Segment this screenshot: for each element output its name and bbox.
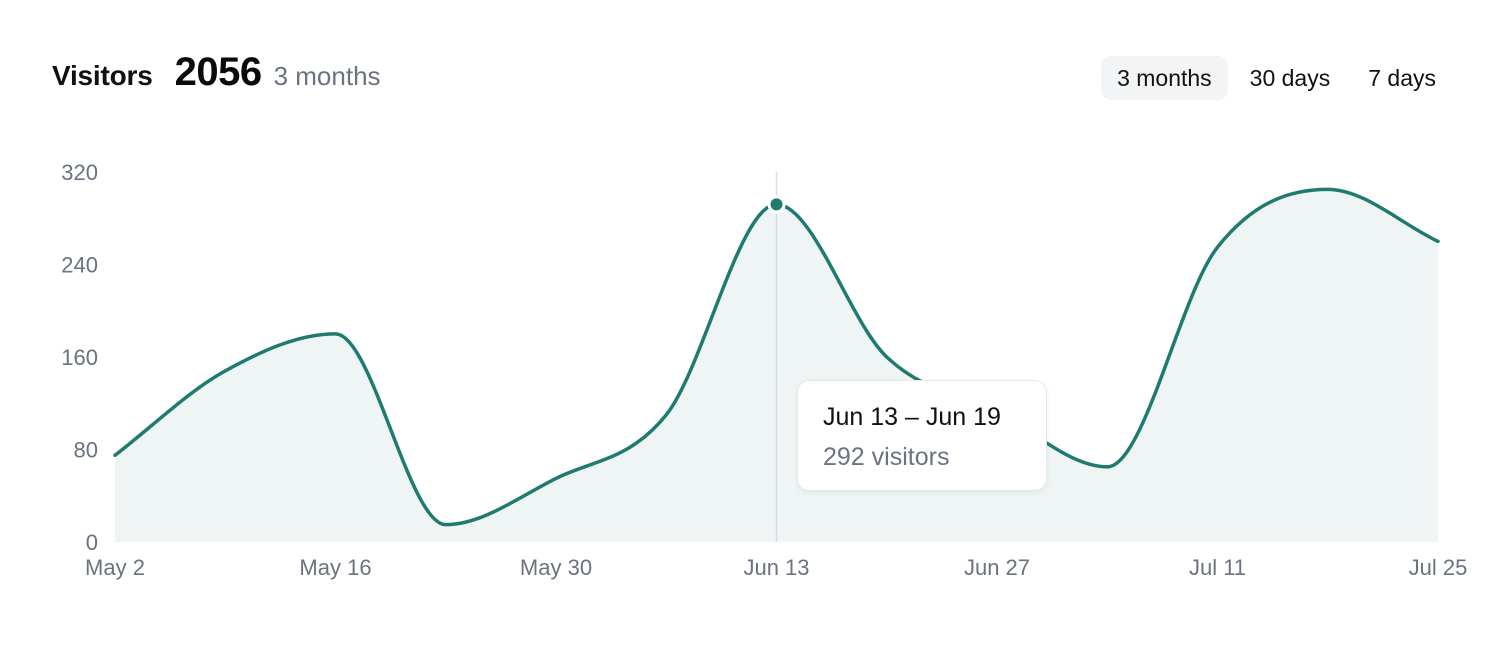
tab-3-months[interactable]: 3 months — [1101, 56, 1228, 100]
data-point-may-9 — [219, 365, 231, 377]
x-tick-label: May 2 — [85, 555, 145, 580]
data-point-may-23 — [440, 519, 452, 531]
tooltip-visitor-count: 292 visitors — [823, 443, 950, 471]
range-tabs: 3 months 30 days 7 days — [1101, 56, 1452, 100]
y-tick-label: 320 — [61, 160, 98, 185]
y-tick-label: 240 — [61, 253, 98, 278]
x-tick-label: Jun 27 — [964, 555, 1030, 580]
highlight-point — [767, 195, 786, 214]
y-tick-label: 80 — [74, 438, 98, 463]
data-point-jun-6 — [660, 409, 672, 421]
data-point-jul-11 — [1212, 241, 1224, 253]
data-point-jun-20 — [881, 351, 893, 363]
data-point-may-30 — [550, 472, 562, 484]
data-point-may-2 — [109, 449, 121, 461]
tooltip-date-range: Jun 13 – Jun 19 — [823, 403, 1001, 431]
data-point-jul-25 — [1432, 235, 1444, 247]
x-tick-label: Jul 25 — [1409, 555, 1468, 580]
tab-30-days[interactable]: 30 days — [1249, 65, 1331, 91]
data-point-jul-4 — [1101, 461, 1113, 473]
period-label: 3 months — [273, 61, 381, 91]
x-tick-label: May 16 — [299, 555, 371, 580]
data-point-may-16 — [330, 328, 342, 340]
x-tick-label: May 30 — [520, 555, 592, 580]
chart-tooltip: Jun 13 – Jun 19 292 visitors — [797, 380, 1047, 491]
chart-header: Visitors 2056 3 months — [52, 50, 381, 95]
chart-title: Visitors — [52, 60, 153, 91]
data-point-jul-18 — [1322, 183, 1334, 195]
x-tick-label: Jun 13 — [743, 555, 809, 580]
y-tick-label: 0 — [86, 530, 98, 555]
x-tick-label: Jul 11 — [1189, 555, 1246, 580]
visitor-total: 2056 — [174, 50, 262, 94]
y-tick-label: 160 — [61, 345, 98, 370]
tab-7-days[interactable]: 7 days — [1368, 65, 1436, 91]
